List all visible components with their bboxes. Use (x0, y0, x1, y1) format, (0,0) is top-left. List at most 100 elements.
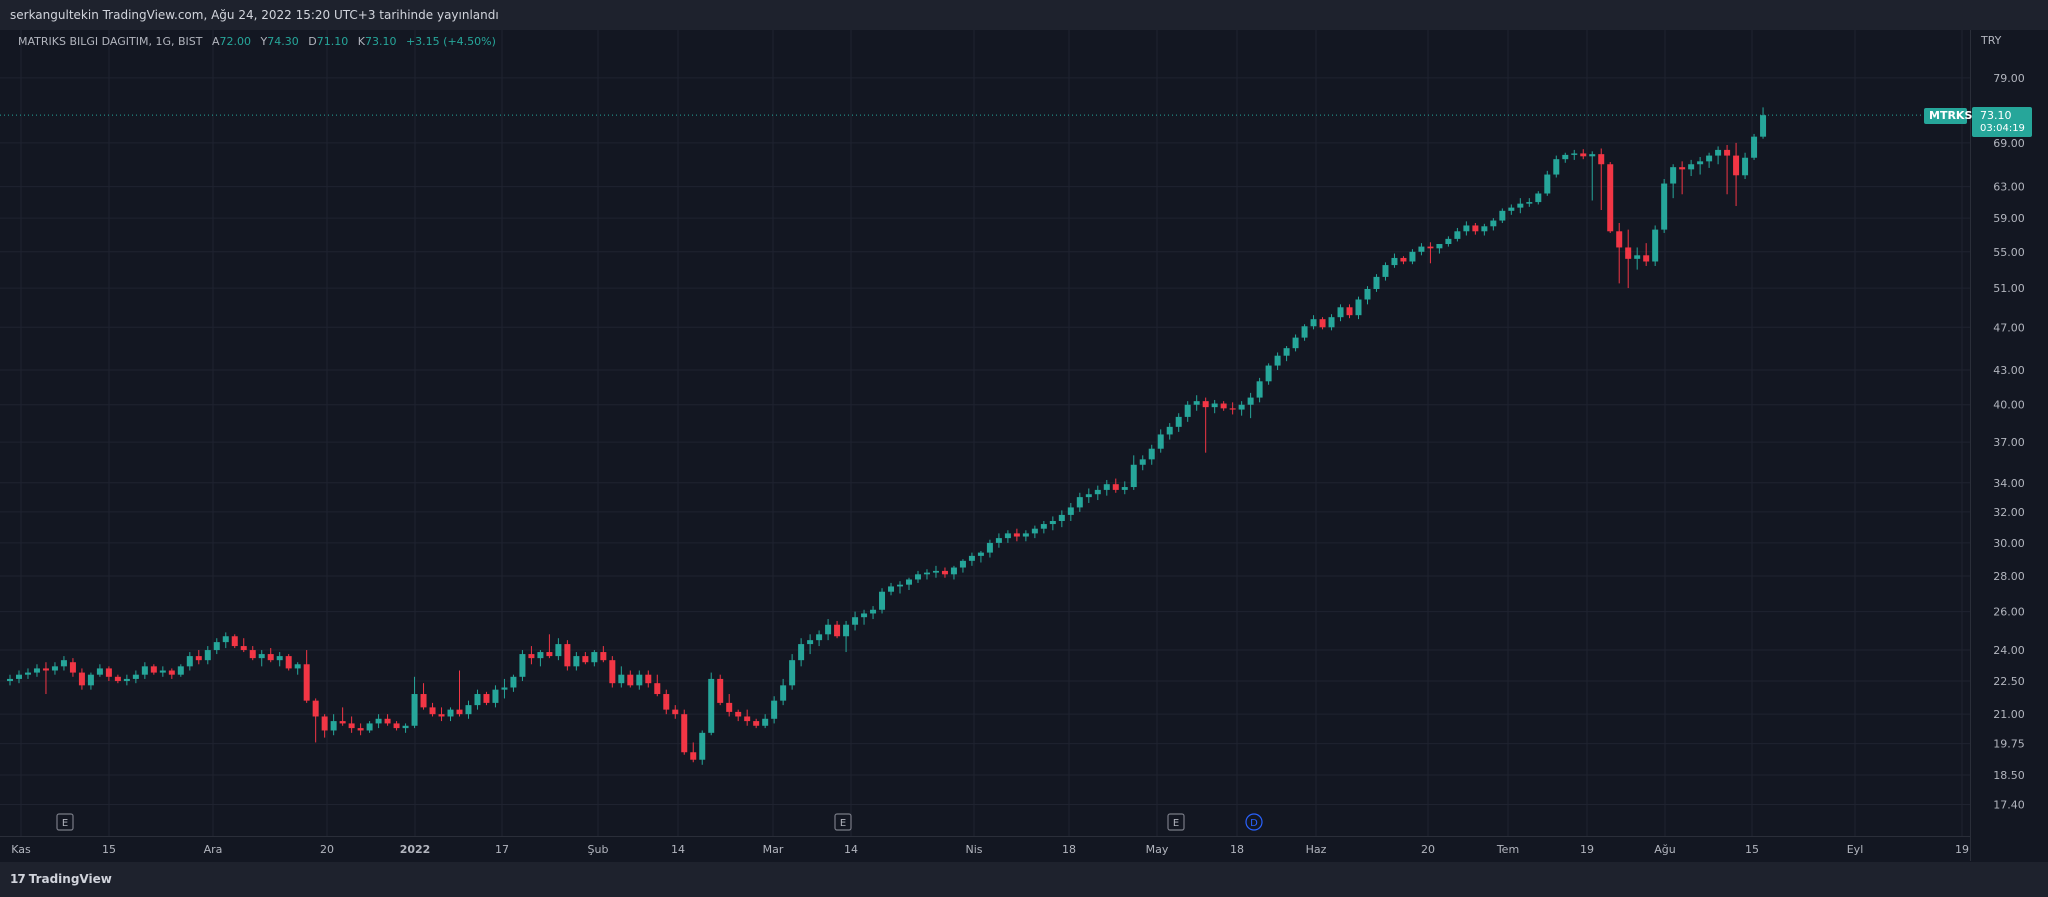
candle-down[interactable] (321, 714, 328, 738)
candle-up[interactable] (96, 664, 103, 677)
candle-up[interactable] (618, 666, 625, 688)
candle-up[interactable] (519, 650, 526, 682)
candle-down[interactable] (1580, 149, 1587, 160)
candle-down[interactable] (941, 567, 948, 578)
candle-up[interactable] (789, 654, 796, 690)
candle-down[interactable] (303, 650, 310, 703)
candle-up[interactable] (636, 670, 643, 690)
earnings-marker[interactable]: E (56, 813, 74, 831)
candle-down[interactable] (1202, 397, 1209, 453)
candle-up[interactable] (141, 662, 148, 679)
candle-up[interactable] (1571, 149, 1578, 160)
candle-up[interactable] (1004, 530, 1011, 543)
candle-down[interactable] (1427, 242, 1434, 264)
candle-up[interactable] (1562, 152, 1569, 163)
candle-up[interactable] (501, 678, 508, 699)
candle-up[interactable] (492, 685, 499, 708)
candle-up[interactable] (510, 674, 517, 692)
candle-down[interactable] (609, 656, 616, 688)
candle-up[interactable] (1193, 395, 1200, 411)
candle-up[interactable] (123, 674, 130, 686)
candle-up[interactable] (1355, 296, 1362, 320)
candle-down[interactable] (150, 664, 157, 675)
candle-up[interactable] (861, 609, 868, 625)
candle-series[interactable] (7, 107, 1767, 765)
candle-down[interactable] (582, 652, 589, 665)
candle-up[interactable] (968, 552, 975, 566)
candle-up[interactable] (1130, 455, 1137, 490)
earnings-marker[interactable]: E (834, 813, 852, 831)
candle-up[interactable] (1265, 363, 1272, 385)
candle-up[interactable] (1391, 253, 1398, 268)
candle-up[interactable] (1166, 423, 1173, 440)
candle-up[interactable] (1049, 516, 1056, 531)
candle-up[interactable] (762, 714, 769, 729)
candle-down[interactable] (1616, 222, 1623, 284)
candle-down[interactable] (348, 716, 355, 733)
candle-up[interactable] (1247, 392, 1254, 419)
candle-up[interactable] (995, 533, 1002, 548)
candle-up[interactable] (1373, 274, 1380, 292)
candle-down[interactable] (1220, 401, 1227, 411)
candle-up[interactable] (1409, 249, 1416, 265)
candle-up[interactable] (1382, 262, 1389, 281)
candle-up[interactable] (923, 569, 930, 580)
candle-up[interactable] (474, 689, 481, 710)
candle-down[interactable] (546, 634, 553, 659)
candle-down[interactable] (420, 683, 427, 710)
candle-up[interactable] (1211, 399, 1218, 414)
candle-down[interactable] (285, 654, 292, 671)
candle-down[interactable] (1643, 243, 1650, 266)
candle-up[interactable] (1040, 520, 1047, 534)
candle-down[interactable] (438, 707, 445, 722)
candle-up[interactable] (1067, 502, 1074, 521)
candle-up[interactable] (1301, 324, 1308, 341)
candle-up[interactable] (708, 672, 715, 736)
candle-up[interactable] (1139, 455, 1146, 471)
candle-down[interactable] (1319, 317, 1326, 330)
candle-down[interactable] (231, 634, 238, 649)
candle-up[interactable] (870, 606, 877, 620)
candle-up[interactable] (1544, 170, 1551, 196)
candle-down[interactable] (1400, 256, 1407, 265)
earnings-marker[interactable]: E (1167, 813, 1185, 831)
candle-up[interactable] (573, 652, 580, 671)
candle-up[interactable] (1499, 208, 1506, 223)
candle-down[interactable] (105, 666, 112, 682)
candle-up[interactable] (950, 565, 957, 580)
candle-down[interactable] (267, 648, 274, 663)
candle-up[interactable] (986, 539, 993, 558)
candle-up[interactable] (1103, 479, 1110, 496)
candle-up[interactable] (366, 721, 373, 733)
candle-down[interactable] (1733, 142, 1740, 207)
candle-up[interactable] (1238, 401, 1245, 416)
candle-up[interactable] (906, 577, 912, 590)
candle-up[interactable] (159, 666, 166, 677)
candle-up[interactable] (1508, 204, 1515, 215)
candle-up[interactable] (798, 638, 805, 667)
candle-down[interactable] (645, 670, 652, 688)
candle-up[interactable] (1148, 444, 1155, 465)
candle-up[interactable] (1517, 198, 1524, 214)
candle-down[interactable] (240, 638, 247, 653)
candle-up[interactable] (1706, 152, 1713, 168)
candle-down[interactable] (690, 742, 697, 763)
candle-up[interactable] (555, 638, 562, 661)
candle-down[interactable] (249, 646, 256, 661)
candle-up[interactable] (1463, 221, 1470, 236)
candle-up[interactable] (447, 707, 454, 722)
candle-up[interactable] (186, 652, 193, 671)
dividend-marker[interactable]: D (1245, 813, 1263, 831)
candle-up[interactable] (879, 588, 886, 614)
candle-up[interactable] (1022, 530, 1029, 542)
candle-up[interactable] (1670, 164, 1677, 199)
candle-up[interactable] (1274, 352, 1281, 371)
candle-down[interactable] (1607, 162, 1614, 233)
candle-down[interactable] (663, 689, 670, 715)
candle-up[interactable] (1661, 179, 1668, 233)
candle-up[interactable] (204, 646, 211, 665)
candle-up[interactable] (852, 611, 859, 631)
candle-down[interactable] (456, 670, 463, 717)
candle-up[interactable] (1454, 227, 1461, 242)
